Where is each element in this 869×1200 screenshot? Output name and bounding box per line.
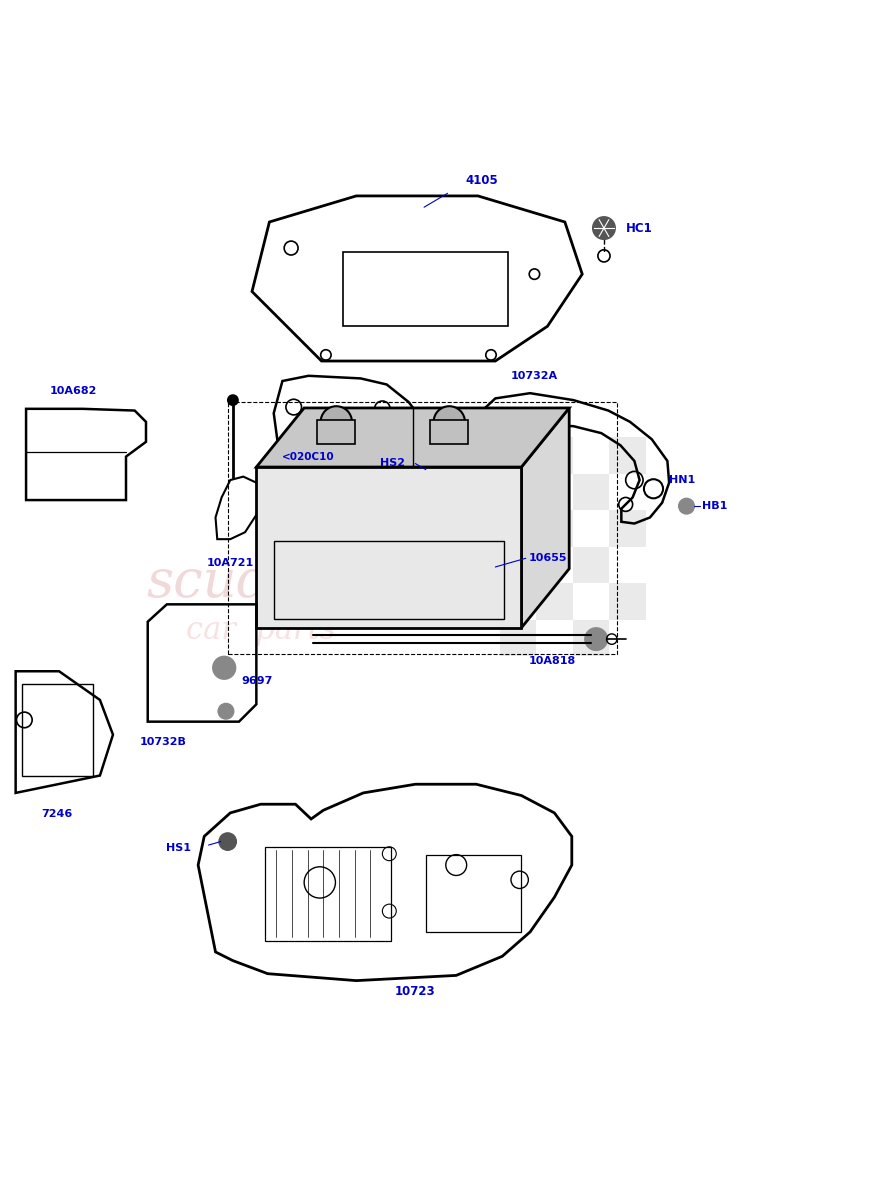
Circle shape [585,628,607,650]
Bar [609,620,646,656]
Circle shape [424,466,441,482]
Bar [573,510,609,547]
Bar [500,583,536,620]
Bar [609,510,646,547]
Circle shape [219,833,236,851]
Bar [536,583,573,620]
Text: car  parts: car parts [186,614,335,646]
FancyBboxPatch shape [317,420,355,444]
Text: 10A721: 10A721 [207,558,254,569]
Text: HB1: HB1 [702,502,727,511]
Circle shape [218,703,234,719]
Circle shape [228,395,238,406]
Bar [573,583,609,620]
Bar [609,474,646,510]
Text: scuderia: scuderia [146,557,375,608]
Bar [500,474,536,510]
FancyBboxPatch shape [430,420,468,444]
Bar [573,620,609,656]
Text: 9697: 9697 [242,677,273,686]
Text: 10A682: 10A682 [50,385,97,396]
Text: HS1: HS1 [166,842,191,853]
Circle shape [434,407,465,438]
Text: HN1: HN1 [669,475,695,485]
Text: 10723: 10723 [395,985,435,998]
Text: 10732B: 10732B [140,737,187,748]
Text: 7246: 7246 [41,809,72,818]
Text: 10655: 10655 [528,553,567,563]
Bar [609,438,646,474]
Bar [573,547,609,583]
Text: 10732A: 10732A [511,371,558,382]
Bar [609,583,646,620]
Bar [500,510,536,547]
Bar [500,620,536,656]
Bar [500,547,536,583]
Text: HC1: HC1 [626,222,653,234]
Bar [536,438,573,474]
Text: 10A818: 10A818 [528,656,575,666]
FancyBboxPatch shape [256,467,521,628]
Bar [536,620,573,656]
Bar [536,547,573,583]
Text: 4105: 4105 [466,174,499,187]
Bar [536,510,573,547]
Text: <020C10: <020C10 [282,452,335,462]
Circle shape [321,407,352,438]
Polygon shape [256,408,569,467]
Bar [500,438,536,474]
Bar [609,547,646,583]
Polygon shape [521,408,569,628]
Circle shape [593,217,615,239]
Circle shape [213,656,235,679]
Bar [573,438,609,474]
Text: HS2: HS2 [380,457,405,468]
Circle shape [679,498,694,514]
Bar [573,474,609,510]
Bar [536,474,573,510]
